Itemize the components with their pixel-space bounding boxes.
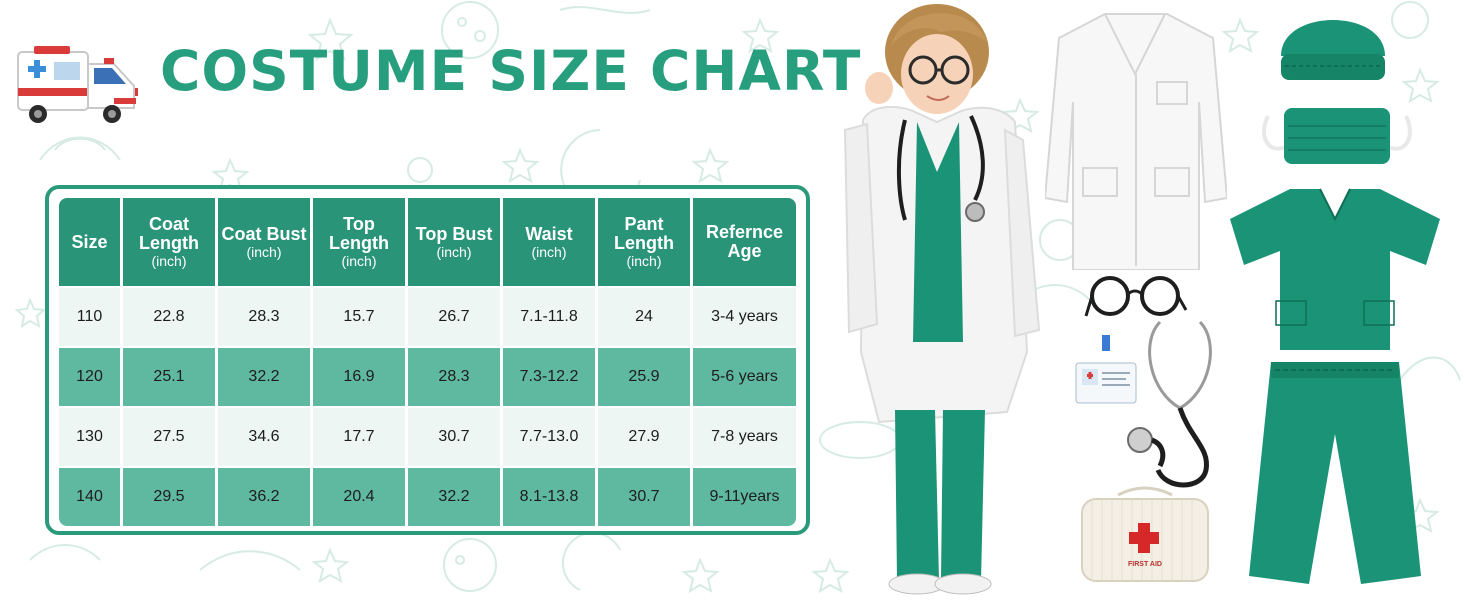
table-cell: 25.9	[598, 348, 690, 406]
col-header-label: Size	[71, 231, 108, 252]
col-header-top-length: Top Length (inch)	[313, 198, 405, 286]
table-row: 120 25.1 32.2 16.9 28.3 7.3-12.2 25.9 5-…	[59, 348, 796, 406]
glasses-photo	[1084, 276, 1188, 317]
col-header-label: Refernce Age	[705, 222, 784, 261]
first-aid-bag-graphic	[1081, 486, 1209, 582]
size-chart-frame: Size Coat Length (inch) Coat Bust (inch) T…	[45, 185, 810, 535]
col-header-coat-bust: Coat Bust (inch)	[218, 198, 310, 286]
table-cell: 5-6 years	[693, 348, 796, 406]
size-chart-body: 110 22.8 28.3 15.7 26.7 7.1-11.8 24 3-4 …	[59, 288, 796, 526]
table-cell: 120	[59, 348, 120, 406]
col-header-label: Waist	[525, 223, 573, 244]
table-cell: 25.1	[123, 348, 215, 406]
table-cell: 17.7	[313, 408, 405, 466]
table-cell: 28.3	[218, 288, 310, 346]
col-header-label: Top Bust	[415, 223, 493, 244]
col-header-top-bust: Top Bust (inch)	[408, 198, 500, 286]
ambulance-icon	[17, 46, 138, 123]
table-cell: 30.7	[408, 408, 500, 466]
child-model-photo	[843, 4, 1041, 595]
table-cell: 29.5	[123, 468, 215, 526]
col-header-unit: (inch)	[341, 253, 377, 269]
col-header-label: Coat Bust	[221, 223, 307, 244]
first-aid-label: FIRST AID	[1128, 561, 1162, 568]
red-cross-icon	[1129, 523, 1159, 553]
col-header-unit: (inch)	[151, 253, 187, 269]
col-header-unit: (inch)	[626, 253, 662, 269]
table-cell: 32.2	[408, 468, 500, 526]
lab-coat-photo	[1045, 13, 1227, 270]
table-cell: 8.1-13.8	[503, 468, 595, 526]
col-header-unit: (inch)	[531, 243, 567, 260]
table-cell: 30.7	[598, 468, 690, 526]
col-header-pant-length: Pant Length (inch)	[598, 198, 690, 286]
table-cell: 24	[598, 288, 690, 346]
table-cell: 3-4 years	[693, 288, 796, 346]
col-header-label: Coat Length	[139, 214, 199, 253]
col-header-coat-length: Coat Length (inch)	[123, 198, 215, 286]
table-cell: 130	[59, 408, 120, 466]
table-cell: 22.8	[123, 288, 215, 346]
stethoscope-photo	[1127, 320, 1212, 488]
col-header-reference-age: Refernce Age	[693, 198, 796, 286]
first-aid-bag-photo: FIRST AID	[1078, 485, 1212, 585]
table-cell: 27.5	[123, 408, 215, 466]
table-cell: 36.2	[218, 468, 310, 526]
col-header-unit: (inch)	[436, 243, 472, 260]
table-cell: 20.4	[313, 468, 405, 526]
table-cell: 7.1-11.8	[503, 288, 595, 346]
table-row: 140 29.5 36.2 20.4 32.2 8.1-13.8 30.7 9-…	[59, 468, 796, 526]
size-chart-table: Size Coat Length (inch) Coat Bust (inch) T…	[56, 196, 799, 528]
table-cell: 7-8 years	[693, 408, 796, 466]
col-header-label: Top Length	[329, 214, 389, 253]
page-title: COSTUME SIZE CHART	[160, 39, 862, 103]
col-header-label: Pant Length	[614, 214, 674, 253]
table-cell: 32.2	[218, 348, 310, 406]
scrub-cap-photo	[1281, 20, 1385, 80]
size-chart-header: Size Coat Length (inch) Coat Bust (inch) T…	[59, 198, 796, 286]
table-cell: 140	[59, 468, 120, 526]
table-cell: 26.7	[408, 288, 500, 346]
table-cell: 15.7	[313, 288, 405, 346]
table-cell: 16.9	[313, 348, 405, 406]
scrub-top-photo	[1230, 188, 1440, 350]
table-cell: 28.3	[408, 348, 500, 406]
scrub-pants-photo	[1249, 362, 1421, 584]
table-cell: 27.9	[598, 408, 690, 466]
col-header-waist: Waist (inch)	[503, 198, 595, 286]
table-row: 130 27.5 34.6 17.7 30.7 7.7-13.0 27.9 7-…	[59, 408, 796, 466]
table-cell: 7.3-12.2	[503, 348, 595, 406]
table-row: 110 22.8 28.3 15.7 26.7 7.1-11.8 24 3-4 …	[59, 288, 796, 346]
face-mask-photo	[1262, 108, 1412, 164]
header-row: Size Coat Length (inch) Coat Bust (inch) T…	[59, 198, 796, 286]
table-cell: 110	[59, 288, 120, 346]
id-badge-photo	[1075, 335, 1137, 404]
table-cell: 7.7-13.0	[503, 408, 595, 466]
table-cell: 9-11years	[693, 468, 796, 526]
col-header-size: Size	[59, 198, 120, 286]
col-header-unit: (inch)	[246, 243, 282, 260]
table-cell: 34.6	[218, 408, 310, 466]
